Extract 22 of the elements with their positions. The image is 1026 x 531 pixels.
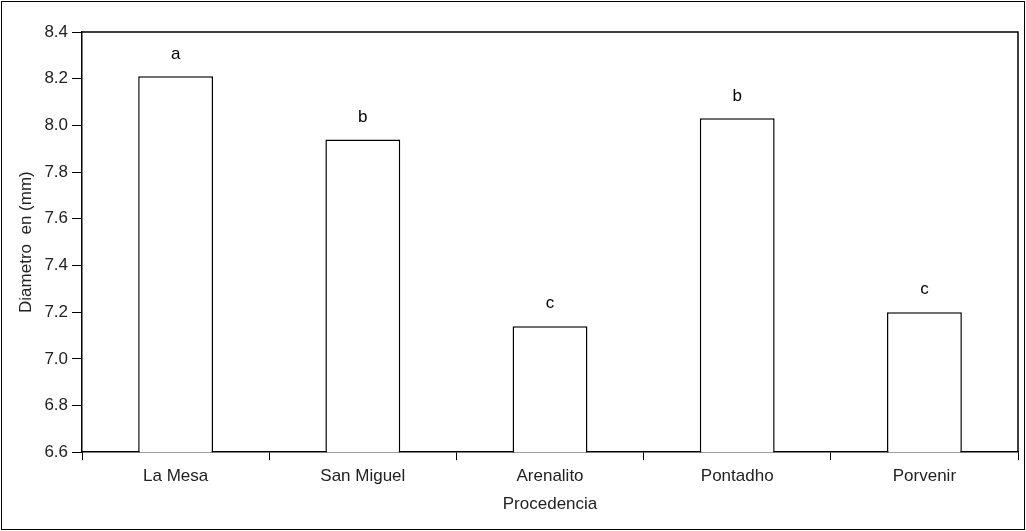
annotation: c — [920, 279, 930, 299]
annotation: b — [358, 106, 368, 126]
x-tick-label: Pontadho — [700, 466, 774, 486]
x-tick-label: Arenalito — [516, 466, 584, 486]
y-tick-label: 6.6 — [44, 441, 69, 461]
annotation: c — [545, 293, 555, 313]
y-tick-label: 7.2 — [44, 301, 69, 321]
annotation: b — [732, 85, 742, 105]
y-tick-label: 6.8 — [44, 395, 69, 415]
y-tick-label: 7.0 — [44, 348, 69, 368]
y-tick-label: 8.0 — [44, 115, 69, 135]
y-tick-label: 8.2 — [44, 68, 69, 88]
y-tick-label: 7.6 — [44, 208, 69, 228]
x-axis-title: Procedencia — [502, 494, 598, 514]
x-tick-label: La Mesa — [143, 466, 209, 486]
y-axis-title: Diametro en (mm) — [15, 171, 35, 313]
y-tick-label: 7.8 — [44, 161, 69, 181]
x-tick-label: San Miguel — [320, 466, 406, 486]
annotation: a — [170, 43, 181, 63]
x-tick-label: Porvenir — [892, 466, 957, 486]
y-tick-label: 8.4 — [44, 21, 69, 41]
y-tick-label: 7.4 — [44, 255, 69, 275]
